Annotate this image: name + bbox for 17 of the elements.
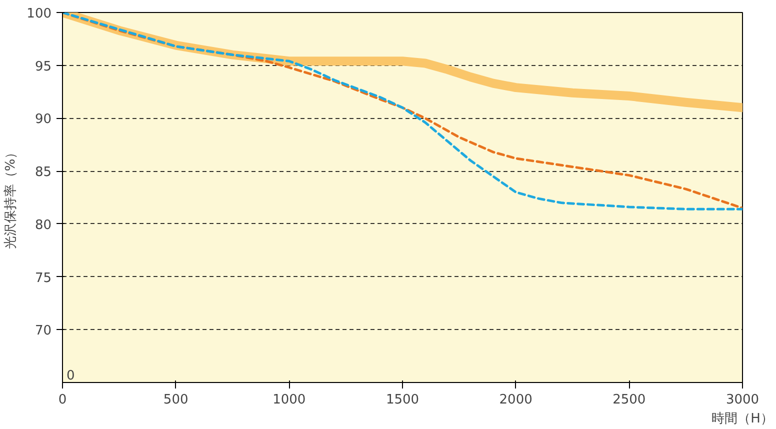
y-axis-title: 光沢保持率（%） <box>2 146 19 250</box>
annotation: 0 <box>66 368 75 384</box>
x-axis-title: 時間（H） <box>712 412 774 426</box>
y-tick-label: 75 <box>34 270 52 286</box>
y-tick-label: 70 <box>34 324 52 339</box>
x-tick-label: 2000 <box>499 392 532 408</box>
y-tick-label: 85 <box>34 165 52 180</box>
y-tick-label: 100 <box>26 6 52 22</box>
y-tick-label: 80 <box>34 218 52 233</box>
x-tick-label: 2500 <box>612 392 646 408</box>
x-tick-label: 500 <box>163 392 188 408</box>
x-tick-label: 3000 <box>726 392 760 408</box>
x-tick-label: 1500 <box>386 392 420 408</box>
y-tick-label: 90 <box>34 112 52 128</box>
y-tick-label: 95 <box>34 59 52 74</box>
x-tick-label: 0 <box>58 392 67 408</box>
x-tick-label: 1000 <box>272 392 306 408</box>
